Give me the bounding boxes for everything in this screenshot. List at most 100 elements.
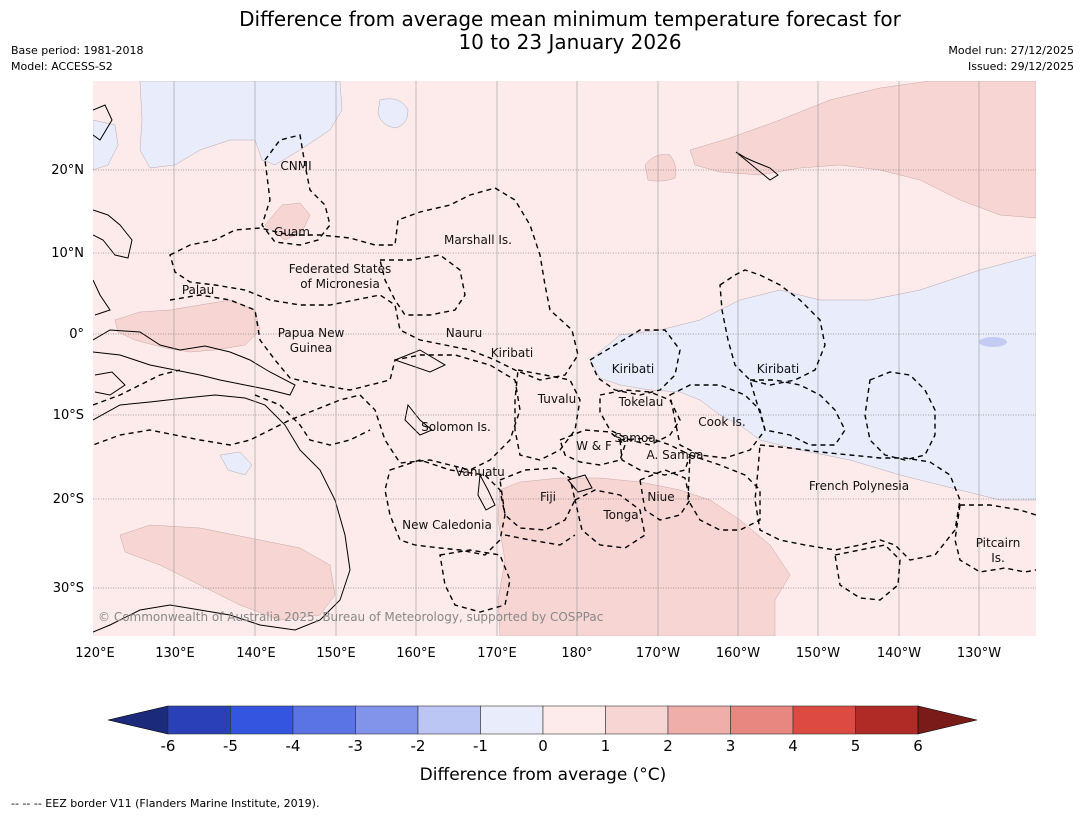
label-american-samoa: A. Samoa — [647, 448, 704, 462]
colorbar-tick-label: 4 — [788, 737, 798, 755]
lat-label: 30°S — [53, 581, 84, 596]
colorbar-segment — [292, 705, 356, 735]
label-marshall: Marshall Is. — [444, 233, 512, 247]
colorbar-tick-label: 5 — [851, 737, 861, 755]
colorbar-segment — [355, 705, 419, 735]
label-kiribati-east: Kiribati — [757, 362, 799, 376]
colorbar-segment — [417, 705, 481, 735]
colorbar-tick-label: -5 — [223, 737, 238, 755]
colorbar-tick-label: 0 — [538, 737, 548, 755]
colorbar-tick-label: 1 — [601, 737, 611, 755]
title-line-2: 10 to 23 January 2026 — [458, 30, 682, 54]
lat-label: 10°S — [53, 408, 84, 423]
cool-anomaly-spot — [979, 337, 1007, 347]
cool-anomaly-coral-sea — [219, 451, 253, 476]
base-period: Base period: 1981-2018 — [11, 44, 144, 57]
label-wallis-futuna: W & F — [576, 439, 612, 453]
label-guam: Guam — [274, 225, 310, 239]
lon-label: 130°W — [957, 646, 1001, 661]
model-run: Model run: 27/12/2025 — [948, 44, 1074, 57]
label-png-line-2: Guinea — [290, 341, 333, 355]
cool-anomaly-east — [589, 254, 1036, 501]
label-nauru: Nauru — [446, 326, 482, 340]
issued-date: Issued: 29/12/2025 — [967, 60, 1074, 73]
label-fsm-line-2: of Micronesia — [300, 277, 380, 291]
label-solomon-islands: Solomon Is. — [421, 420, 491, 434]
lon-label: 130°E — [155, 646, 195, 661]
lon-label: 180° — [561, 646, 592, 661]
colorbar-tick-label: 3 — [726, 737, 736, 755]
label-vanuatu: Vanuatu — [455, 465, 505, 479]
label-fiji: Fiji — [540, 490, 556, 504]
cool-anomaly-west — [93, 119, 119, 171]
longitude-gridlines — [173, 81, 980, 636]
eez-borders — [93, 134, 1036, 613]
colorbar-segment — [667, 705, 731, 735]
lon-label: 170°W — [636, 646, 680, 661]
lon-label: 140°W — [877, 646, 921, 661]
colorbar-segment — [542, 705, 606, 735]
meta-left: Base period: 1981-2018 Model: ACCESS-S2 — [11, 43, 143, 75]
lat-label: 0° — [69, 327, 84, 342]
label-tonga: Tonga — [602, 508, 638, 522]
warm-anomaly-northeast — [689, 81, 1036, 219]
label-cnmi: CNMI — [280, 159, 311, 173]
label-new-caledonia: New Caledonia — [402, 518, 492, 532]
label-niue: Niue — [647, 490, 674, 504]
lon-label: 170°E — [477, 646, 517, 661]
lon-label: 150°E — [316, 646, 356, 661]
colorbar-segment — [480, 705, 544, 735]
longitude-labels: 120°E 130°E 140°E 150°E 160°E 170°E 180°… — [75, 646, 1001, 661]
map-area: © Commonwealth of Australia 2025, Bureau… — [93, 81, 1036, 636]
warm-anomaly-guam — [264, 202, 311, 241]
lon-label: 120°E — [75, 646, 115, 661]
label-kiribati-central: Kiribati — [612, 362, 654, 376]
latitude-gridlines — [93, 169, 1036, 589]
colorbar-segment — [167, 705, 231, 735]
colorbar-tick-label: -6 — [161, 737, 176, 755]
title-line-1: Difference from average mean minimum tem… — [239, 7, 901, 31]
colorbar-tick-label: 6 — [913, 737, 923, 755]
label-palau: Palau — [182, 283, 214, 297]
lat-label: 10°N — [51, 246, 84, 261]
label-samoa: Samoa — [614, 431, 655, 445]
lon-label: 160°E — [396, 646, 436, 661]
label-kiribati-west: Kiribati — [491, 346, 533, 360]
label-cook-islands: Cook Is. — [698, 415, 745, 429]
colorbar-extend-high — [917, 705, 978, 735]
label-tokelau: Tokelau — [618, 395, 664, 409]
label-french-polynesia: French Polynesia — [809, 479, 909, 493]
label-png-line-1: Papua New — [278, 326, 345, 340]
lon-label: 150°W — [796, 646, 840, 661]
colorbar: -6 -5 -4 -3 -2 -1 0 1 2 3 4 5 6 — [107, 705, 978, 755]
colorbar-title: Difference from average (°C) — [420, 765, 667, 785]
colorbar-segment — [730, 705, 794, 735]
latitude-labels: 20°N 10°N 0° 10°S 20°S 30°S — [51, 163, 84, 596]
lon-label: 140°E — [236, 646, 276, 661]
colorbar-extend-low — [107, 705, 169, 735]
lat-label: 20°N — [51, 163, 84, 178]
region-labels: CNMI Guam Marshall Is. Federated States … — [182, 159, 1020, 565]
colorbar-tick-label: -3 — [348, 737, 363, 755]
map-title: Difference from average mean minimum tem… — [200, 8, 940, 54]
colorbar-segment — [230, 705, 294, 735]
label-pitcairn-line-1: Pitcairn — [976, 536, 1021, 550]
colorbar-segment — [855, 705, 919, 735]
eez-footnote: -- -- -- EEZ border V11 (Flanders Marine… — [11, 797, 320, 810]
colorbar-segment — [792, 705, 856, 735]
copyright-notice: © Commonwealth of Australia 2025, Bureau… — [98, 610, 603, 624]
colorbar-segment — [605, 705, 669, 735]
label-fsm-line-1: Federated States — [289, 262, 391, 276]
cool-anomaly-islet — [377, 98, 409, 129]
meta-right: Model run: 27/12/2025 Issued: 29/12/2025 — [948, 43, 1074, 75]
lat-label: 20°S — [53, 492, 84, 507]
model-name: Model: ACCESS-S2 — [11, 60, 113, 73]
colorbar-tick-label: 2 — [663, 737, 673, 755]
colorbar-tick-label: -4 — [286, 737, 301, 755]
label-tuvalu: Tuvalu — [537, 392, 577, 406]
lon-label: 160°W — [716, 646, 760, 661]
label-pitcairn-line-2: Is. — [991, 551, 1005, 565]
colorbar-tick-label: -2 — [411, 737, 426, 755]
coastlines — [93, 104, 779, 633]
